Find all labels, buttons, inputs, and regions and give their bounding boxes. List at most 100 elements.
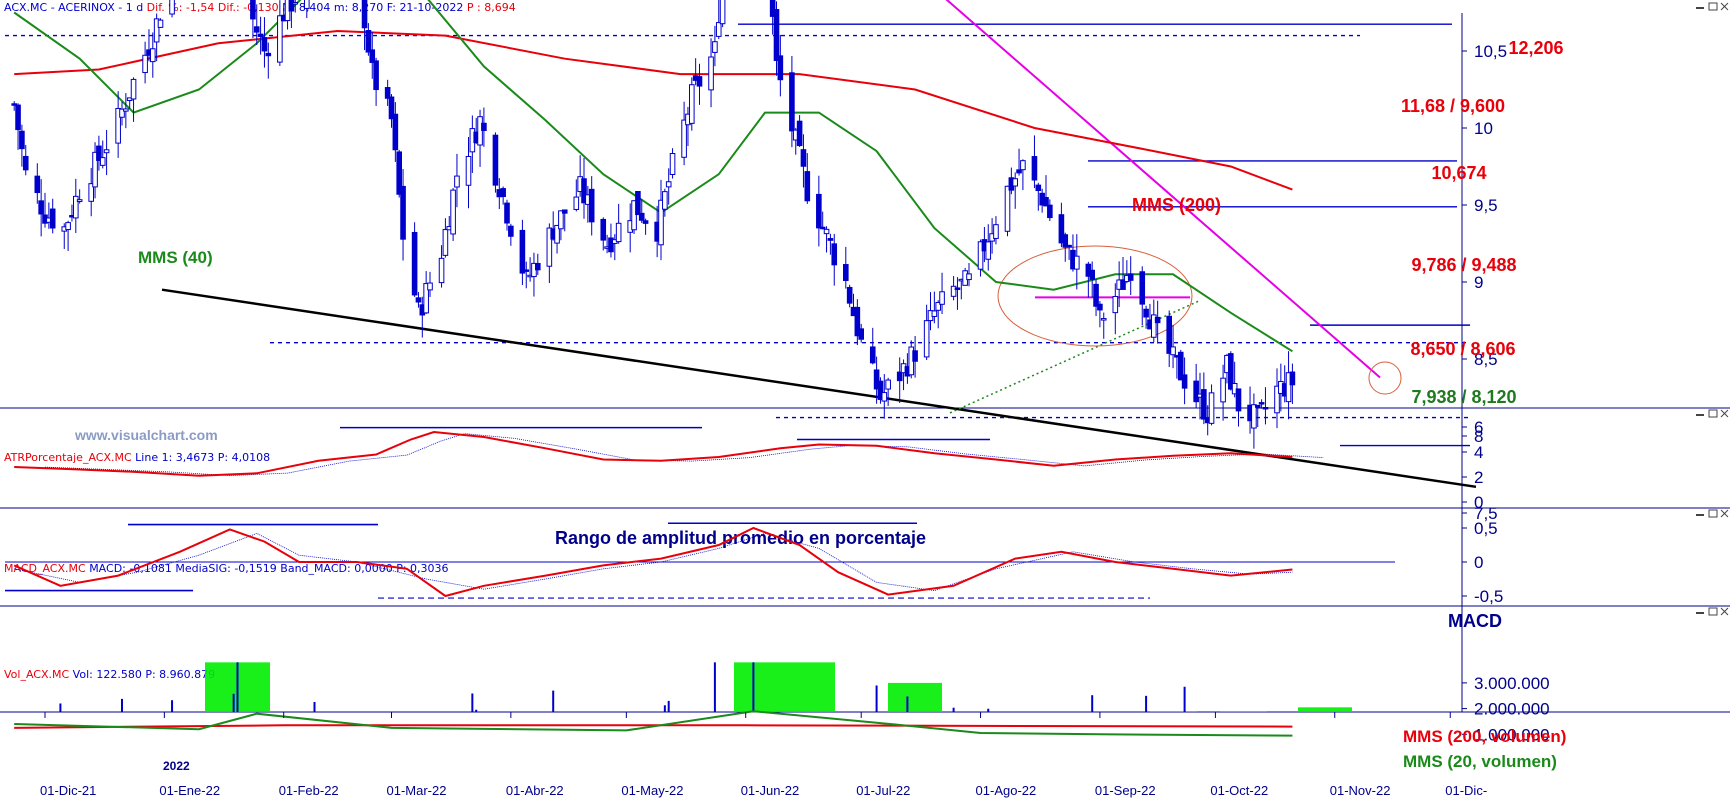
candle-body: [519, 229, 526, 274]
candle-body: [777, 55, 784, 81]
atr-y-tick-label: 4: [1474, 443, 1483, 462]
candle-body: [681, 119, 687, 158]
candle-body: [265, 52, 272, 57]
volume-y-tick-label: 1.000.000: [1474, 725, 1550, 744]
volume-bar: [121, 698, 123, 712]
candle-body: [816, 193, 822, 229]
candle-body: [588, 188, 595, 223]
volume-y-tick-label: 2.000.000: [1474, 700, 1550, 719]
candle-body: [939, 291, 945, 305]
volume-bar: [667, 700, 670, 712]
candle-body: [92, 151, 98, 188]
candle-body: [304, 0, 310, 9]
volume-bar: [313, 702, 316, 712]
candle-body: [153, 18, 160, 43]
x-tick-label: 01-May-22: [621, 783, 683, 798]
volume-bar: [236, 662, 239, 712]
candle-body: [427, 282, 433, 291]
downtrend-line: [945, 0, 1381, 379]
candle-body: [442, 229, 449, 256]
candle-body: [873, 369, 880, 390]
maximize-icon[interactable]: [1708, 409, 1718, 418]
candle-body: [877, 380, 884, 400]
macd-annotation: MACD: [1448, 611, 1502, 631]
maximize-icon[interactable]: [1708, 607, 1718, 616]
x-tick-label: 01-Dic-: [1445, 783, 1487, 798]
candle-body: [1066, 244, 1072, 248]
candle-body: [819, 226, 826, 230]
candle-body: [662, 191, 668, 210]
candle-body: [708, 56, 714, 91]
close-icon: [1720, 607, 1729, 616]
candle-body: [631, 200, 637, 231]
maximize-icon[interactable]: [1708, 2, 1718, 11]
candle-body: [831, 243, 838, 266]
candle-body: [773, 9, 780, 61]
candle-body: [1208, 392, 1215, 424]
minimize-icon[interactable]: [1696, 7, 1704, 9]
candle-body: [1074, 255, 1080, 270]
volume-bar: [475, 709, 478, 712]
volume-mms200-label: MMS (200, volumen): [1403, 727, 1566, 746]
candle-body: [119, 108, 125, 118]
candle-body: [858, 328, 865, 340]
candle-body: [600, 218, 607, 241]
volume-bar: [663, 705, 666, 712]
volume-y-tick-label: 3.000.000: [1474, 674, 1550, 693]
candle-body: [1020, 160, 1026, 171]
candle-body: [966, 273, 972, 281]
candle-body: [423, 283, 429, 314]
volume-bar: [875, 685, 878, 712]
pattern-ellipse: [997, 245, 1193, 347]
mms40-label: MMS (40): [138, 248, 213, 267]
minimize-icon[interactable]: [1696, 514, 1704, 516]
candle-body: [581, 178, 587, 204]
candle-body: [1258, 402, 1265, 405]
candle-body: [15, 104, 21, 131]
volume-mms20-line: [14, 710, 1293, 737]
candle-body: [1139, 271, 1146, 305]
candle-body: [896, 371, 903, 382]
candle-body: [993, 224, 999, 239]
minimize-icon[interactable]: [1696, 414, 1704, 416]
candle-body: [65, 222, 71, 231]
macd-signal-line: [14, 532, 1293, 592]
candle-body: [854, 306, 861, 337]
macd-y-tick-label: 0: [1474, 553, 1483, 572]
price-y-tick-label: 10: [1474, 119, 1493, 138]
candle-body: [1035, 184, 1042, 192]
level-label-2: 10,674: [1431, 163, 1486, 183]
candle-body: [22, 155, 29, 171]
x-tick-label: 01-Jun-22: [741, 783, 800, 798]
volume-bar: [171, 700, 174, 712]
candle-body: [438, 257, 445, 284]
price-y-tick-label: 8,5: [1474, 350, 1498, 369]
level-label-5: 7,938 / 8,120: [1411, 387, 1516, 407]
candle-body: [1181, 374, 1188, 389]
candle-body: [99, 157, 106, 166]
macd-header: MACD_ACX.MC MACD: -0,1081 MediaSIG: -0,1…: [4, 562, 449, 575]
atr-y-tick-label: 0: [1474, 493, 1483, 512]
candle-body: [481, 122, 487, 131]
candle-body: [1193, 380, 1199, 403]
candle-body: [712, 41, 718, 53]
minimize-icon[interactable]: [1696, 612, 1704, 614]
candle-body: [1170, 346, 1176, 356]
candle-body: [1289, 371, 1296, 386]
candle-body: [373, 60, 379, 91]
candle-body: [1016, 169, 1022, 174]
candle-body: [277, 15, 283, 63]
candle-body: [561, 209, 568, 214]
pane-window-controls: [1696, 409, 1729, 418]
volume-highlight-box: [1298, 707, 1352, 712]
candle-body: [103, 149, 110, 154]
candle-body: [1047, 204, 1053, 219]
volume-bar: [1183, 686, 1186, 712]
maximize-icon[interactable]: [1708, 509, 1718, 518]
candle-body: [500, 188, 506, 198]
volume-mms20-label: MMS (20, volumen): [1403, 752, 1557, 771]
candle-body: [1166, 315, 1173, 354]
volume-bar: [552, 690, 555, 712]
candle-body: [454, 175, 460, 188]
candle-body: [869, 346, 876, 364]
